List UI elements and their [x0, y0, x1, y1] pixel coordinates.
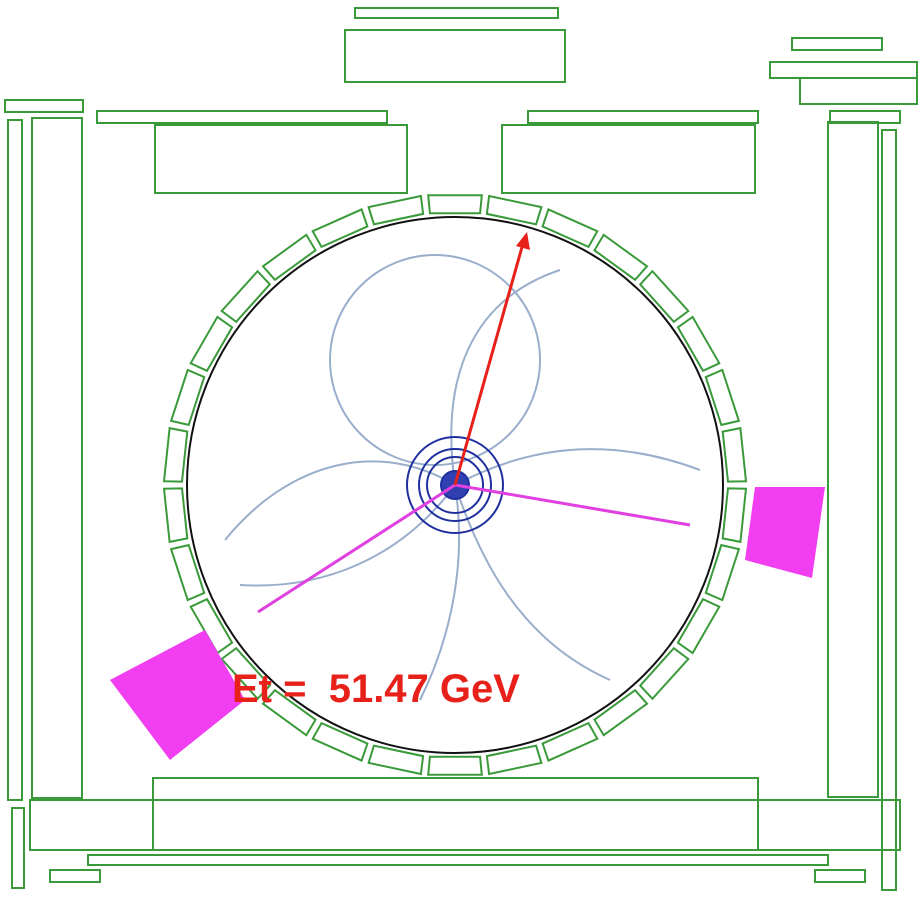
column — [882, 130, 896, 890]
lepton — [258, 485, 455, 612]
top-plate — [355, 8, 558, 18]
track — [455, 485, 610, 680]
calorimeter-cell — [595, 690, 648, 735]
top-block — [345, 30, 565, 82]
calorimeter-cell — [595, 235, 648, 280]
met-arrow — [455, 240, 524, 485]
event-display: Et = 51.47 GeV — [0, 0, 919, 900]
plate — [800, 78, 917, 104]
rail — [88, 855, 828, 865]
calorimeter-cell — [222, 271, 270, 322]
calorimeter-cell — [543, 209, 598, 247]
column — [8, 120, 22, 800]
calorimeter-cell — [706, 545, 739, 600]
calorimeter-cell — [723, 488, 746, 542]
calorimeter-cell — [640, 271, 688, 322]
calorimeter-cell — [640, 648, 688, 699]
calorimeter-cell — [706, 370, 739, 425]
track — [330, 255, 540, 465]
energy-deposit — [745, 487, 825, 578]
calorimeter-cell — [723, 428, 746, 482]
plate — [770, 62, 917, 78]
et-label: Et = 51.47 GeV — [232, 667, 520, 711]
calorimeter-cell — [164, 428, 187, 482]
calorimeter-cell — [313, 209, 368, 247]
plate — [5, 100, 83, 112]
calorimeter-cell — [191, 317, 232, 371]
base — [30, 800, 900, 850]
plate — [792, 38, 882, 50]
calorimeter-cell — [313, 723, 368, 761]
calorimeter-cell — [678, 317, 719, 371]
calorimeter-cell — [164, 488, 187, 542]
foot — [815, 870, 865, 882]
calorimeter-cell — [428, 757, 482, 775]
energy-deposit — [110, 630, 245, 760]
column — [32, 118, 82, 798]
calorimeter-cell — [263, 235, 316, 280]
arrow-head — [516, 232, 530, 250]
calorimeter-cell — [678, 599, 719, 653]
calorimeter-cell — [171, 545, 204, 600]
calorimeter-cell — [171, 370, 204, 425]
base-block — [153, 778, 758, 850]
calorimeter-cell — [428, 195, 482, 213]
column — [828, 122, 878, 797]
calorimeter-cell — [543, 723, 598, 761]
plate — [528, 111, 758, 123]
plate — [97, 111, 387, 123]
post — [12, 808, 24, 888]
foot — [50, 870, 100, 882]
block — [155, 125, 407, 193]
block — [502, 125, 755, 193]
